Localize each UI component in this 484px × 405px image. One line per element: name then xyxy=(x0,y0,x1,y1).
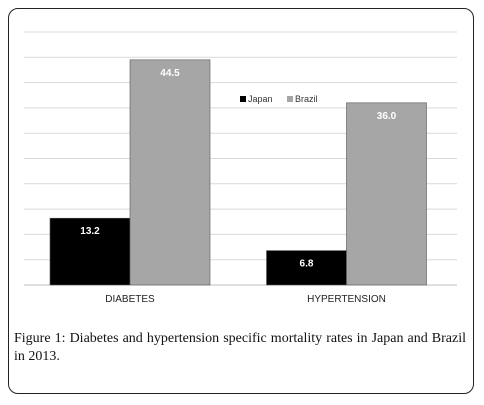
figure-caption: Figure 1: Diabetes and hypertension spec… xyxy=(14,330,466,366)
value-label-brazil-diabetes: 44.5 xyxy=(160,68,180,79)
value-label-japan-hypertension: 6.8 xyxy=(300,259,314,270)
category-label-diabetes: DIABETES xyxy=(105,294,155,305)
legend-label-brazil: Brazil xyxy=(295,94,318,104)
value-label-japan-diabetes: 13.2 xyxy=(80,226,100,237)
category-label-hypertension: HYPERTENSION xyxy=(307,294,386,305)
bar-japan-diabetes xyxy=(49,217,131,286)
legend-swatch-brazil xyxy=(287,96,293,102)
bars xyxy=(49,59,427,286)
bar-chart: 13.2 44.5 6.8 36.0 DIABETES HYPERTENSION Jap… xyxy=(24,31,457,305)
bar-japan-hypertension xyxy=(266,250,347,286)
bar-brazil-diabetes xyxy=(129,59,211,286)
value-label-brazil-hypertension: 36.0 xyxy=(377,111,397,122)
legend: Japan Brazil xyxy=(240,94,318,104)
category-labels: DIABETES HYPERTENSION xyxy=(105,294,386,305)
legend-swatch-japan xyxy=(240,96,246,102)
legend-label-japan: Japan xyxy=(248,94,273,104)
value-labels: 13.2 44.5 6.8 36.0 xyxy=(80,68,396,270)
bar-brazil-hypertension xyxy=(346,102,427,286)
caption-text: 1: Diabetes and hypertension specific mo… xyxy=(14,331,467,364)
caption-label: Figure xyxy=(14,331,51,346)
